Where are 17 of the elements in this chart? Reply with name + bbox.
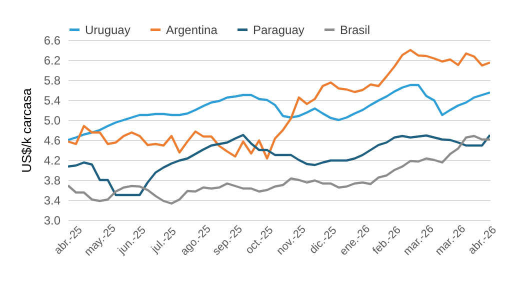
legend-label: Argentina — [166, 22, 218, 37]
line-series — [68, 84, 490, 142]
y-tick-label: 3.4 — [44, 194, 61, 208]
y-tick-label: 5.0 — [44, 114, 61, 128]
legend-label: Paraguay — [253, 22, 304, 37]
y-tick-label: 6.6 — [44, 34, 61, 48]
y-axis-title: US$/k carcasa — [18, 87, 34, 173]
y-tick-label: 4.6 — [44, 134, 61, 148]
line-series — [68, 48, 490, 160]
y-tick-label: 6.2 — [44, 54, 61, 68]
y-tick-label: 5.4 — [44, 94, 61, 108]
y-tick-label: 3.0 — [44, 214, 61, 228]
y-tick-label: 3.8 — [44, 174, 61, 188]
legend-label: Uruguay — [85, 22, 130, 37]
y-tick-label: 5.8 — [44, 74, 61, 88]
y-tick-label: 4.2 — [44, 154, 61, 168]
legend-label: Brasil — [340, 22, 370, 37]
